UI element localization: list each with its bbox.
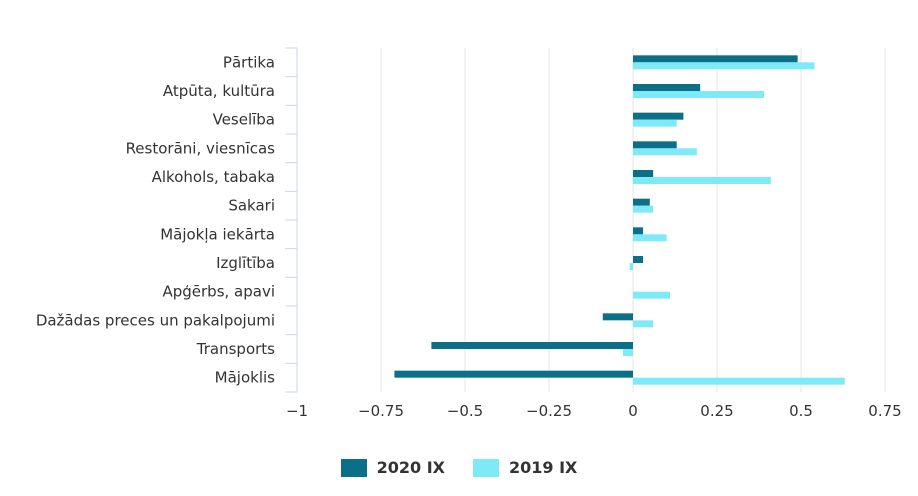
legend: 2020 IX 2019 IX: [0, 458, 918, 477]
bar-series-1[interactable]: [633, 112, 684, 120]
bar-series-2[interactable]: [633, 205, 654, 213]
bar-series-1[interactable]: [633, 141, 677, 149]
value-tick-label: −0.5: [447, 402, 483, 420]
bar-series-1[interactable]: [633, 227, 644, 235]
bar-series-1[interactable]: [633, 170, 654, 177]
category-label: Sakari: [228, 197, 275, 215]
bar-series-2[interactable]: [633, 148, 697, 156]
bar-series-2[interactable]: [633, 291, 670, 299]
category-axis: [285, 47, 298, 393]
bar-series-1[interactable]: [431, 342, 633, 349]
bar-series-1[interactable]: [633, 256, 644, 263]
value-tick-label: 0: [628, 402, 638, 420]
legend-swatch: [473, 458, 499, 477]
category-label: Veselība: [213, 111, 275, 129]
value-tick-label: 0.5: [789, 402, 813, 420]
legend-swatch: [340, 458, 367, 477]
category-label: Mājoklis: [215, 369, 276, 387]
bar-series-2[interactable]: [633, 62, 815, 70]
value-tick-label: 0.75: [868, 402, 901, 420]
value-tick-label: 0.25: [700, 402, 733, 420]
category-label: Pārtika: [223, 53, 275, 71]
bar-series-2[interactable]: [633, 320, 654, 328]
legend-label: 2019 IX: [509, 458, 578, 477]
category-labels: Pārtika Atpūta, kultūra Veselība Restorāni,…: [36, 53, 275, 386]
value-tick-label: −0.75: [358, 402, 404, 420]
legend-label: 2020 IX: [376, 458, 445, 477]
bar-series-2[interactable]: [633, 177, 771, 184]
category-label: Apģērbs, apavi: [162, 283, 275, 301]
bar-series-2[interactable]: [633, 234, 667, 242]
category-label: Dažādas preces un pakalpojumi: [36, 311, 275, 329]
value-tick-label: −1: [286, 402, 308, 420]
value-tick-label: −0.25: [526, 402, 572, 420]
bar-series-2[interactable]: [629, 263, 633, 270]
bar-series-1[interactable]: [633, 55, 798, 63]
category-label: Restorāni, viesnīcas: [126, 139, 276, 157]
category-label: Alkohols, tabaka: [152, 168, 275, 186]
legend-item[interactable]: 2019 IX: [473, 458, 577, 477]
bars: [394, 55, 845, 385]
category-label: Izglītība: [216, 254, 275, 272]
bar-series-1[interactable]: [602, 313, 633, 321]
bar-series-1[interactable]: [394, 370, 633, 378]
category-label: Atpūta, kultūra: [163, 82, 275, 100]
bar-series-1[interactable]: [633, 84, 701, 91]
bar-series-2[interactable]: [622, 349, 633, 356]
grid-lines: [296, 48, 886, 392]
category-label: Mājokļa iekārta: [160, 225, 275, 243]
bar-series-2[interactable]: [633, 91, 765, 98]
value-axis-ticks: −1 −0.75 −0.5 −0.25 0 0.25 0.5 0.75: [286, 402, 902, 420]
category-label: Transports: [196, 340, 275, 358]
bar-series-2[interactable]: [633, 377, 845, 385]
bar-series-2[interactable]: [633, 119, 677, 127]
bar-series-1[interactable]: [633, 198, 650, 206]
legend-item[interactable]: 2020 IX: [340, 458, 445, 477]
